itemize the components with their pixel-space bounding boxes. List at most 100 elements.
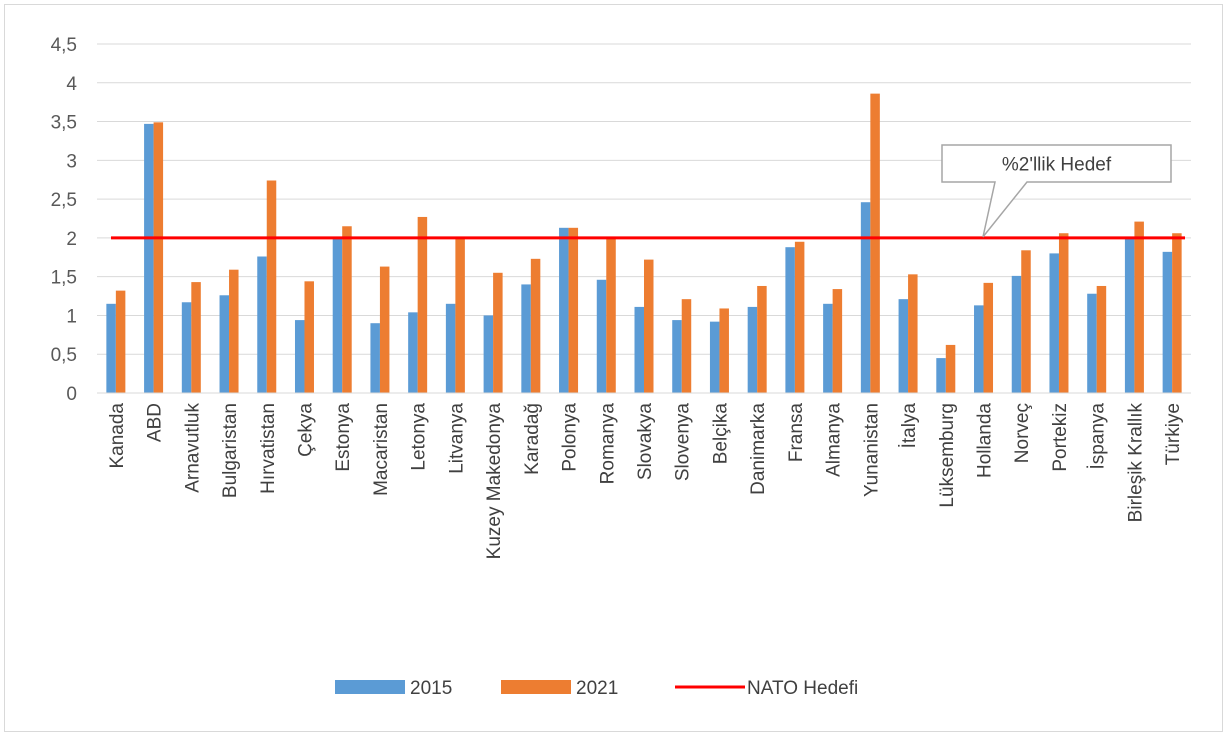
- bar-2021: [908, 274, 918, 393]
- y-tick-label: 2: [66, 229, 77, 250]
- y-tick-label: 4,5: [51, 35, 77, 56]
- category-label: Almanya: [824, 403, 845, 477]
- bar-2015: [559, 227, 569, 393]
- legend-swatch: [501, 680, 571, 694]
- category-label: Arnavutluk: [182, 403, 203, 493]
- bars: [106, 93, 1182, 393]
- y-tick-label: 3: [66, 151, 77, 172]
- legend-label: NATO Hedefi: [747, 678, 858, 699]
- category-label: Türkiye: [1163, 403, 1184, 465]
- category-label: ABD: [145, 403, 166, 442]
- bar-chart: 0 0,5 1 1,5 2 2,5 3 3,5 4 4,5 Kanada ABD Arnavutluk…: [51, 35, 1191, 699]
- target-callout: %2'llik Hedef: [941, 144, 1172, 238]
- bar-2021: [191, 282, 201, 393]
- bar-2021: [153, 122, 164, 393]
- bar-2021: [870, 93, 880, 393]
- bar-2021: [757, 285, 767, 393]
- category-label: Letonya: [409, 403, 430, 471]
- bar-2021: [1058, 233, 1069, 393]
- bar-2021: [530, 258, 541, 393]
- bar-2021: [115, 290, 126, 393]
- bar-2015: [936, 358, 946, 393]
- bar-2015: [1087, 293, 1097, 393]
- callout-label: %2'llik Hedef: [1002, 155, 1112, 176]
- legend-swatch: [335, 680, 405, 694]
- bar-2021: [266, 180, 277, 393]
- bar-2015: [521, 284, 531, 393]
- bar-2021: [379, 266, 390, 393]
- bar-2015: [974, 305, 984, 393]
- legend-item: NATO Hedefi: [675, 678, 858, 699]
- category-label: Litvanya: [446, 403, 467, 474]
- category-label: Karadağ: [522, 403, 543, 475]
- bar-2015: [1049, 253, 1059, 393]
- bar-2021: [229, 269, 239, 393]
- category-label: Macaristan: [371, 403, 392, 496]
- bar-2015: [1011, 275, 1022, 393]
- category-label: Estonya: [333, 403, 354, 472]
- category-label: Kanada: [107, 403, 128, 469]
- bar-2015: [408, 312, 418, 393]
- category-label: Norveç: [1012, 403, 1033, 463]
- y-tick-label: 2,5: [51, 190, 77, 211]
- bar-2015: [596, 279, 607, 393]
- y-tick-label: 1,5: [51, 268, 77, 289]
- category-labels: Kanada ABD Arnavutluk Bulgaristan Hırvatista…: [107, 403, 1184, 560]
- bar-2021: [493, 272, 503, 393]
- category-label: Slovakya: [635, 403, 656, 481]
- category-label: Bulgaristan: [220, 403, 241, 498]
- y-tick-label: 1: [66, 306, 77, 327]
- bar-2021: [304, 281, 314, 393]
- bar-2015: [144, 123, 154, 393]
- legend-label: 2015: [410, 678, 452, 699]
- bar-2015: [445, 303, 456, 393]
- bar-2021: [1172, 233, 1182, 393]
- bar-2015: [219, 295, 230, 393]
- chart-frame: 0 0,5 1 1,5 2 2,5 3 3,5 4 4,5 Kanada ABD Arnavutluk…: [4, 4, 1223, 732]
- bar-2015: [898, 299, 909, 393]
- category-label: Fransa: [786, 403, 807, 463]
- legend-item: 2015: [335, 678, 452, 699]
- category-label: Lüksemburg: [937, 403, 958, 508]
- bar-2015: [483, 315, 494, 393]
- bar-2015: [709, 321, 720, 393]
- callout-box: [941, 144, 1172, 238]
- y-tick-label: 0: [66, 384, 77, 405]
- bar-2021: [417, 216, 428, 393]
- bar-2021: [945, 344, 956, 393]
- category-label: Hırvatistan: [258, 403, 279, 494]
- category-label: Kuzey Makedonya: [484, 403, 505, 560]
- category-label: Danimarka: [748, 403, 769, 495]
- bar-2015: [294, 320, 305, 393]
- bar-2021: [1021, 250, 1031, 393]
- bar-2021: [1096, 285, 1107, 393]
- bar-2015: [1124, 237, 1135, 393]
- bar-2015: [181, 302, 192, 393]
- category-label: İspanya: [1088, 403, 1109, 470]
- y-axis-ticks: 0 0,5 1 1,5 2 2,5 3 3,5 4 4,5: [51, 35, 78, 405]
- category-label: Çekya: [295, 403, 316, 457]
- legend-item: 2021: [501, 678, 618, 699]
- y-tick-label: 4: [66, 74, 77, 95]
- bar-2021: [455, 237, 465, 393]
- bar-2015: [332, 237, 343, 393]
- category-label: Romanya: [597, 403, 618, 485]
- category-label: Polonya: [560, 403, 581, 472]
- bar-2015: [370, 323, 380, 393]
- category-label: Portekiz: [1050, 403, 1071, 472]
- bar-2015: [747, 306, 758, 393]
- bar-2015: [257, 256, 267, 393]
- bar-2021: [832, 289, 843, 393]
- bar-2015: [860, 202, 871, 393]
- bar-2015: [634, 306, 644, 393]
- category-label: İtalya: [899, 403, 920, 449]
- bar-2021: [568, 227, 579, 393]
- bar-2015: [672, 320, 682, 393]
- category-label: Slovenya: [673, 403, 694, 482]
- y-tick-label: 0,5: [51, 345, 77, 366]
- category-label: Yunanistan: [861, 403, 882, 497]
- category-label: Birleşik Krallık: [1125, 403, 1146, 523]
- y-tick-label: 3,5: [51, 113, 77, 134]
- bar-2015: [106, 303, 116, 393]
- bar-2021: [719, 308, 729, 393]
